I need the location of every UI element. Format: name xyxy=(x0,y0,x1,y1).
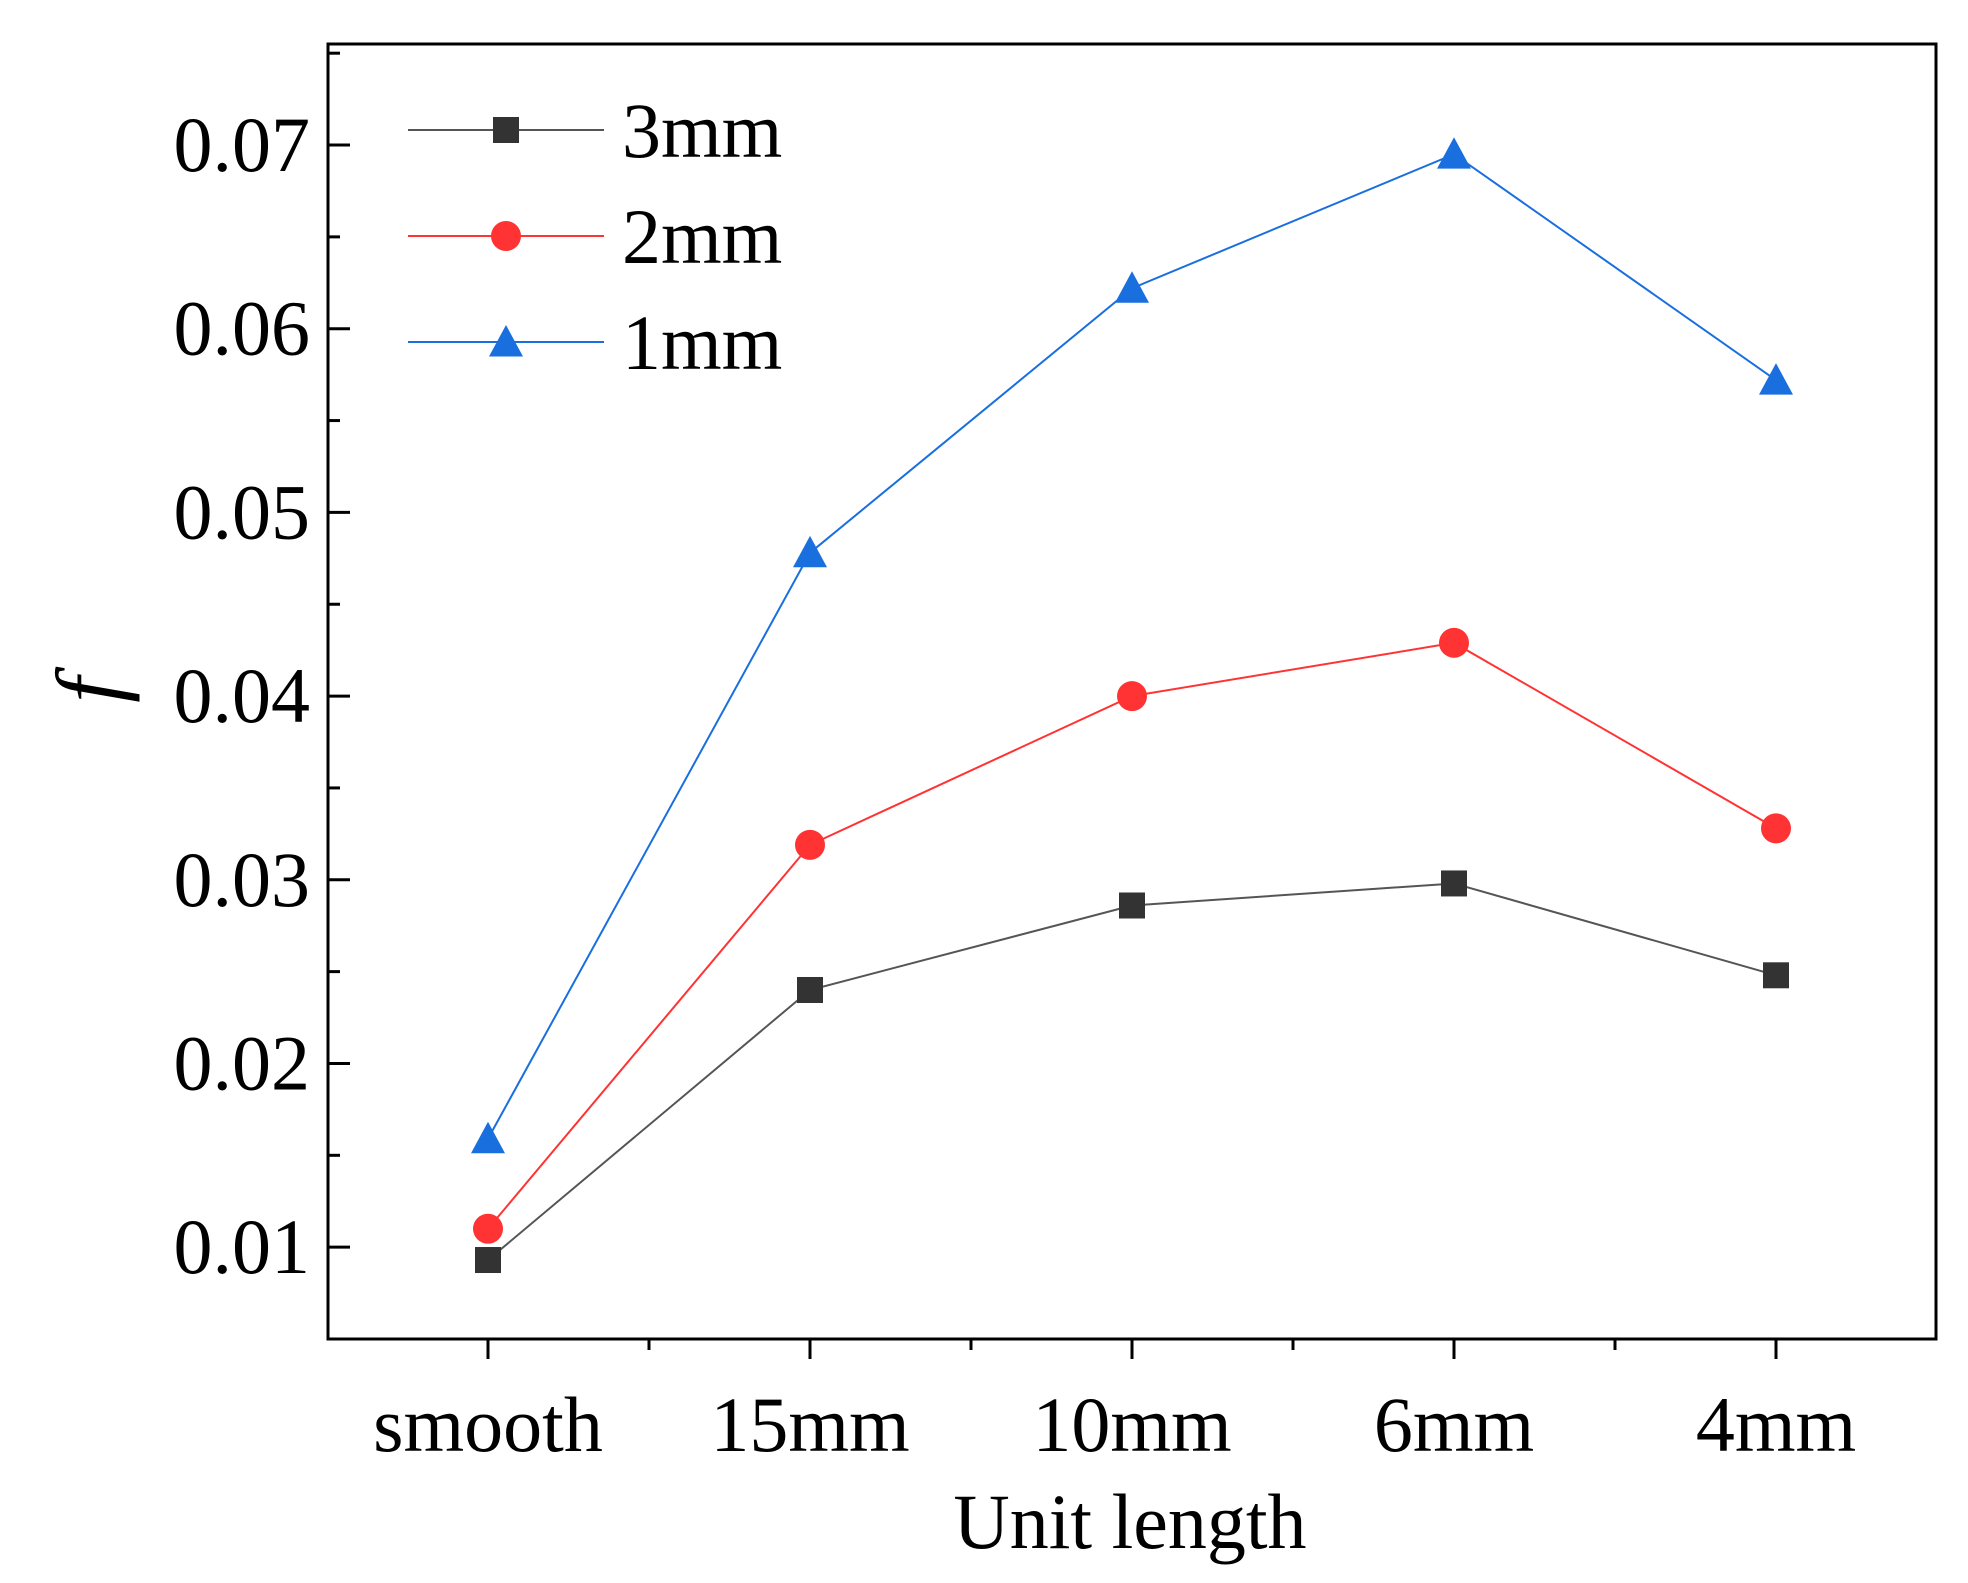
legend-label: 1mm xyxy=(622,299,782,386)
legend-marker xyxy=(493,117,519,143)
data-point xyxy=(473,1213,503,1244)
x-tick-label: 10mm xyxy=(1032,1381,1231,1468)
y-tick-label: 0.02 xyxy=(174,1019,311,1106)
x-tick-label: 15mm xyxy=(710,1381,909,1468)
y-tick-label: 0.01 xyxy=(174,1203,311,1290)
data-point xyxy=(1115,271,1149,303)
data-point xyxy=(471,1121,505,1154)
data-point xyxy=(797,976,823,1003)
y-axis: 0.01 0.02 0.03 0.04 0.05 0.06 0.07 xyxy=(174,51,350,1290)
data-point xyxy=(1439,627,1469,658)
y-axis-title: f xyxy=(38,666,140,703)
y-tick-label: 0.03 xyxy=(174,836,311,923)
data-point xyxy=(475,1247,501,1274)
data-point xyxy=(1117,681,1147,712)
series-group xyxy=(471,137,1793,1274)
series-line xyxy=(487,641,1777,1230)
legend-item: 1mm xyxy=(408,299,782,386)
data-point xyxy=(793,535,827,568)
x-tick-label: 6mm xyxy=(1374,1381,1534,1468)
data-point xyxy=(1437,137,1471,169)
x-tick-label: 4mm xyxy=(1696,1381,1856,1468)
data-point xyxy=(1119,892,1145,919)
legend-marker xyxy=(491,221,521,251)
x-tick-label: smooth xyxy=(373,1381,603,1468)
series-line xyxy=(487,882,1777,1261)
y-tick-label: 0.06 xyxy=(174,285,311,372)
data-point xyxy=(1759,363,1793,395)
series-2mm xyxy=(473,627,1791,1244)
legend: 3mm 2mm 1mm xyxy=(408,87,782,386)
x-axis-title: Unit length xyxy=(953,1478,1306,1565)
data-point xyxy=(795,829,825,860)
series-3mm xyxy=(475,870,1789,1274)
legend-marker xyxy=(489,325,523,357)
y-tick-label: 0.07 xyxy=(174,101,311,188)
data-point xyxy=(1761,813,1791,844)
y-tick-label: 0.04 xyxy=(174,652,311,739)
legend-item: 3mm xyxy=(408,87,782,174)
x-axis: smooth 15mm 10mm 6mm 4mm xyxy=(373,1339,1856,1468)
legend-item: 2mm xyxy=(408,193,782,280)
legend-label: 2mm xyxy=(622,193,782,280)
data-point xyxy=(1763,962,1789,989)
y-tick-label: 0.05 xyxy=(174,468,311,555)
series-1mm xyxy=(471,137,1793,1154)
legend-label: 3mm xyxy=(622,87,782,174)
data-point xyxy=(1441,870,1467,897)
